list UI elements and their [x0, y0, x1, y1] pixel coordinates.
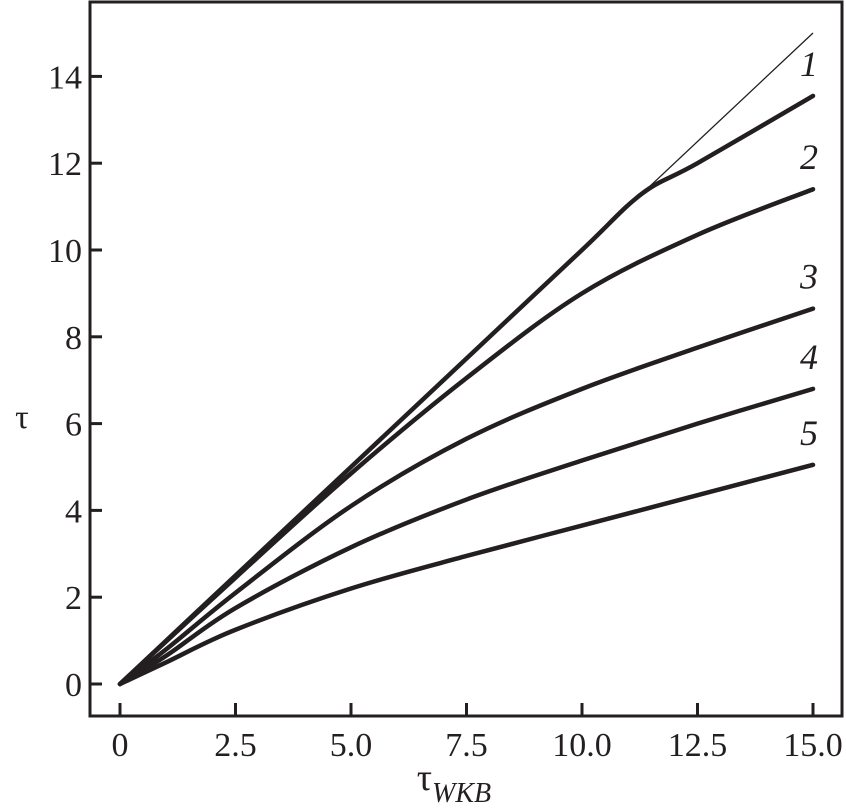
series-line-2: [117, 186, 816, 687]
y-tick-label: 10: [48, 233, 82, 270]
x-tick-label: 10.0: [552, 727, 612, 764]
y-tick-label: 4: [65, 493, 82, 530]
x-tick-label: 15.0: [783, 727, 843, 764]
series-label-3: 3: [799, 257, 818, 297]
y-axis-label: τ: [15, 399, 29, 436]
series-line-3: [117, 306, 816, 687]
y-tick-label: 6: [65, 407, 82, 444]
x-tick-label: 12.5: [668, 727, 728, 764]
x-axis-label: τ: [417, 757, 432, 799]
series-line-5: [117, 462, 816, 687]
series-label-4: 4: [800, 337, 818, 377]
x-tick-label: 2.5: [214, 727, 257, 764]
x-tick-label: 0: [112, 727, 129, 764]
series-line-1: [117, 93, 816, 687]
y-tick-label: 2: [65, 580, 82, 617]
x-axis-label-subscript: WKB: [432, 778, 491, 809]
y-tick-label: 0: [65, 667, 82, 704]
x-tick-label: 7.5: [445, 727, 488, 764]
series-label-5: 5: [800, 413, 818, 453]
x-tick-label: 5.0: [330, 727, 373, 764]
y-tick-label: 14: [48, 59, 82, 96]
series-label-2: 2: [800, 137, 818, 177]
y-tick-label: 8: [65, 320, 82, 357]
y-tick-label: 12: [48, 146, 82, 183]
series-line-4: [117, 386, 816, 687]
series-label-1: 1: [800, 44, 818, 84]
